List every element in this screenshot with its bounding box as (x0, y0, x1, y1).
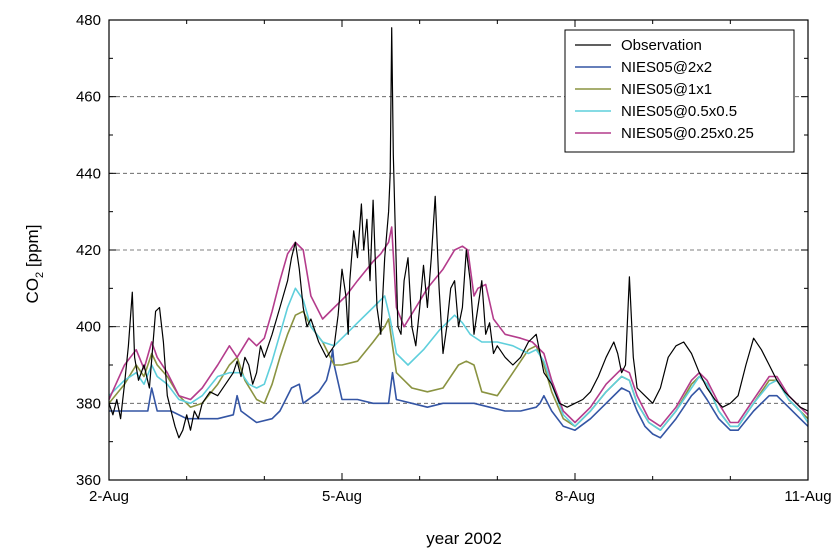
x-tick-label-5-Aug: 5-Aug (322, 488, 362, 505)
x-tick-label-2-Aug: 2-Aug (89, 488, 129, 505)
series-line-NIES05@2x2 (109, 348, 809, 439)
y-axis-title-main: CO (23, 278, 42, 304)
series-line-NIES05@0.5x0.5 (108, 287, 809, 432)
y-tick-label-460: 460 (76, 89, 101, 106)
legend-label-NIES05@0.5x0.5: NIES05@0.5x0.5 (621, 103, 737, 120)
y-axis-title-text: CO2 [ppm] (23, 225, 46, 304)
y-tick-label-360: 360 (76, 472, 101, 489)
legend-label-NIES05@2x2: NIES05@2x2 (621, 59, 712, 76)
x-tick-label-11-Aug: 11-Aug (784, 488, 831, 505)
legend-box (564, 29, 795, 153)
y-tick-label-400: 400 (76, 319, 101, 336)
series-line-NIES05@0.25x0.25 (108, 226, 809, 428)
y-axis-title: CO2 [ppm] (23, 225, 46, 304)
legend-label-Observation: Observation (621, 37, 702, 54)
x-tick-label-8-Aug: 8-Aug (555, 488, 595, 505)
axis-ticks: 360 380 400 420 440 460 480 2-Aug 5-Aug 8-Aug 11-A… (76, 12, 832, 505)
y-tick-label-380: 380 (76, 395, 101, 412)
series-lines (108, 27, 809, 439)
series-line-Observation (108, 27, 809, 439)
y-axis-title-subscript: 2 (34, 272, 46, 278)
legend: Observation NIES05@2x2 NIES05@1x1 NIES05@0.… (564, 29, 795, 153)
legend-label-NIES05@0.25x0.25: NIES05@0.25x0.25 (621, 125, 754, 142)
series-line-NIES05@1x1 (108, 310, 809, 432)
y-tick-label-440: 440 (76, 165, 101, 182)
y-tick-label-480: 480 (76, 12, 101, 29)
y-tick-label-420: 420 (76, 242, 101, 259)
x-axis-title: year 2002 (426, 529, 502, 548)
legend-label-NIES05@1x1: NIES05@1x1 (621, 81, 712, 98)
y-axis-title-unit: [ppm] (23, 225, 42, 272)
